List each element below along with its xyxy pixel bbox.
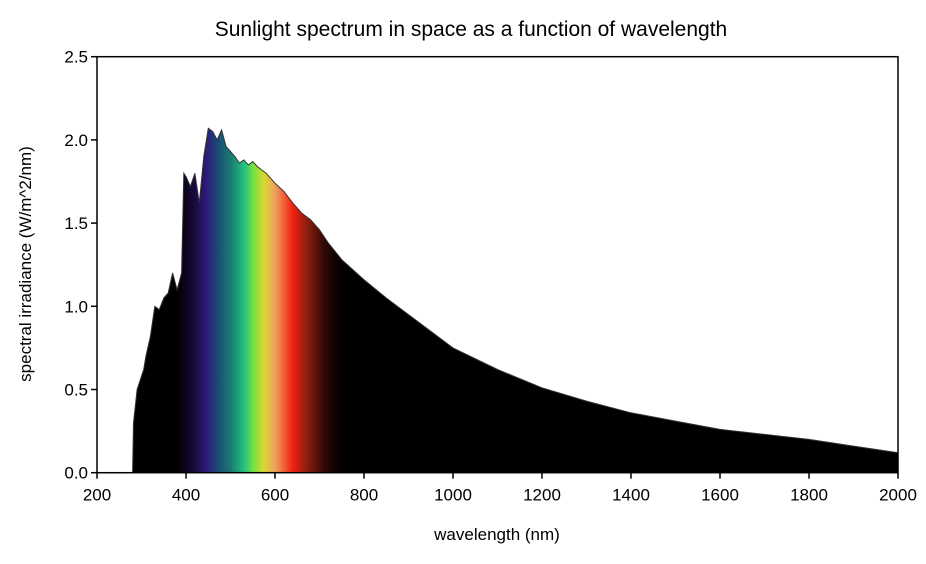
y-tick-label: 1.0: [64, 297, 88, 316]
y-axis-label: spectral irradiance (W/m^2/nm): [16, 146, 35, 382]
y-axis: 0.0 0.5 1.0 1.5 2.0 2.5: [64, 48, 97, 483]
y-tick-label: 2.5: [64, 48, 88, 67]
x-tick-label: 1600: [701, 486, 739, 505]
x-tick-label: 1800: [790, 486, 828, 505]
x-axis-label: wavelength (nm): [433, 525, 560, 544]
plot-frame: [96, 55, 899, 474]
plot-area: [97, 127, 899, 474]
y-tick-label: 1.5: [64, 214, 88, 233]
x-tick-label: 800: [350, 486, 378, 505]
y-tick-label: 2.0: [64, 131, 88, 150]
x-tick-label: 600: [261, 486, 289, 505]
chart-title: Sunlight spectrum in space as a function…: [215, 18, 727, 41]
x-axis: 200 400 600 800 1000 1200 1400 1600 1800 2000: [83, 472, 917, 505]
x-tick-label: 1200: [523, 486, 561, 505]
x-tick-label: 1000: [434, 486, 472, 505]
x-tick-label: 1400: [612, 486, 650, 505]
x-tick-label: 200: [83, 486, 111, 505]
spectrum-line: [132, 127, 899, 473]
x-tick-label: 400: [172, 486, 200, 505]
spectrum-area: [132, 128, 899, 473]
y-tick-label: 0.0: [64, 464, 88, 483]
x-tick-label: 2000: [879, 486, 917, 505]
y-tick-label: 0.5: [64, 381, 88, 400]
